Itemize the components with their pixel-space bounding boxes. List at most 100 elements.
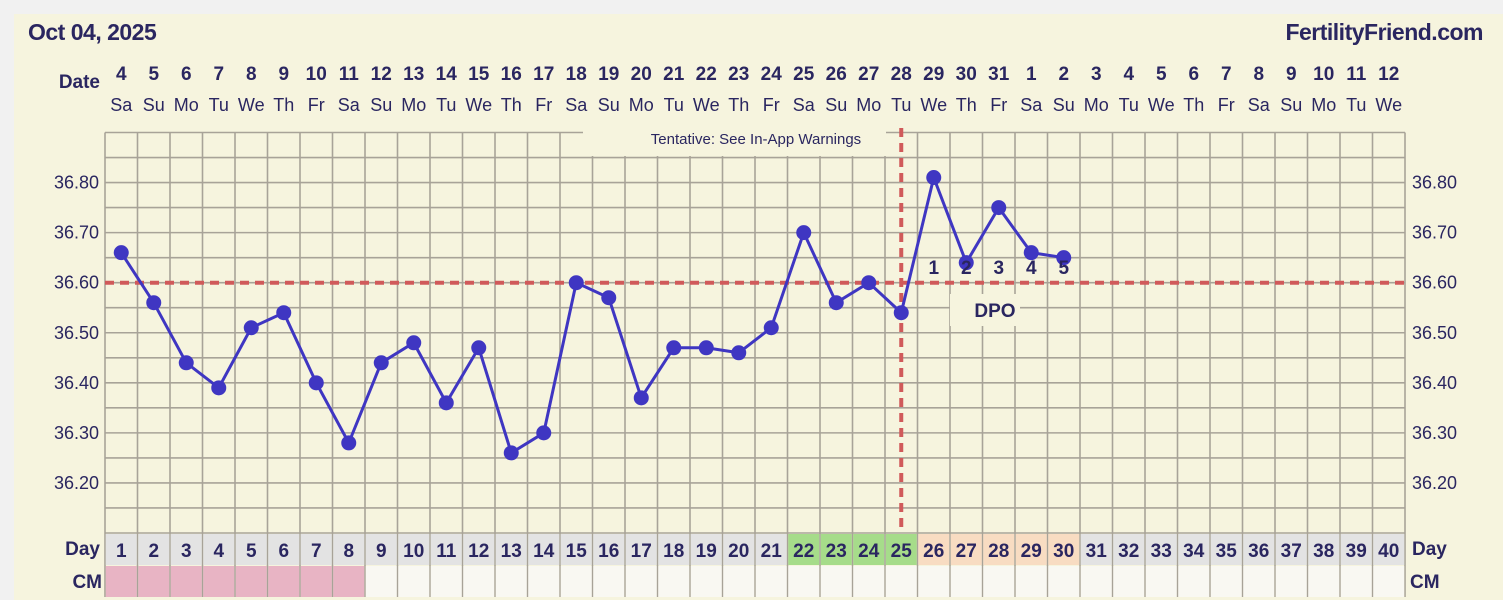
weekday-label: Su [1053, 95, 1075, 115]
cm-cell [950, 566, 982, 597]
temperature-point [666, 340, 682, 356]
cycle-day-number: 32 [1118, 541, 1139, 562]
day-cell [235, 534, 267, 565]
date-number: 13 [403, 64, 424, 85]
cycle-day-number: 15 [566, 541, 588, 562]
cycle-day-number: 4 [213, 541, 224, 562]
cycle-day-number: 35 [1216, 541, 1238, 562]
day-cell [300, 534, 332, 565]
cycle-day-number: 8 [343, 541, 354, 562]
weekday-label: Th [273, 95, 294, 115]
cm-cell [983, 566, 1015, 597]
day-cell [788, 534, 820, 565]
day-cell [625, 534, 657, 565]
cm-cell [658, 566, 690, 597]
weekday-label: We [693, 95, 720, 115]
date-number: 11 [339, 64, 360, 85]
y-tick-right: 36.40 [1412, 373, 1457, 393]
date-number: 9 [278, 64, 289, 85]
date-number: 5 [1156, 64, 1167, 85]
cycle-day-number: 10 [403, 541, 424, 562]
day-cell [1080, 534, 1112, 565]
cycle-day-number: 14 [533, 541, 555, 562]
day-cell [983, 534, 1015, 565]
dpo-number: 4 [1026, 258, 1037, 279]
y-tick-left: 36.50 [54, 323, 99, 343]
weekday-label: Mo [856, 95, 881, 115]
cm-cell [333, 566, 365, 597]
weekday-label: Tu [1346, 95, 1366, 115]
cm-cell [1080, 566, 1112, 597]
date-number: 27 [858, 64, 879, 85]
day-cell [1178, 534, 1210, 565]
temperature-point [341, 435, 357, 451]
cm-row-label-left: CM [72, 572, 102, 593]
cycle-day-number: 11 [436, 541, 457, 562]
date-number: 9 [1286, 64, 1297, 85]
day-cell [430, 534, 462, 565]
date-number: 18 [566, 64, 587, 85]
site-logo-text: FertilityFriend.com [1285, 19, 1483, 45]
weekday-label: Su [370, 95, 392, 115]
date-number: 20 [631, 64, 652, 85]
cm-cell [300, 566, 332, 597]
y-tick-right: 36.20 [1412, 473, 1457, 493]
day-cell [950, 534, 982, 565]
cm-cell [365, 566, 397, 597]
weekday-label: Mo [174, 95, 199, 115]
temperature-point [113, 245, 129, 261]
temperature-point [958, 255, 974, 271]
day-cell [333, 534, 365, 565]
cm-cell [593, 566, 625, 597]
y-tick-left: 36.60 [54, 273, 99, 293]
weekday-label: Mo [401, 95, 426, 115]
weekday-label: Tu [436, 95, 456, 115]
chart-date: Oct 04, 2025 [28, 19, 157, 45]
day-cell [918, 534, 950, 565]
day-cell [885, 534, 917, 565]
date-number: 29 [923, 64, 944, 85]
weekday-label: Sa [793, 95, 816, 115]
cycle-day-number: 7 [311, 541, 322, 562]
temperature-point [1056, 250, 1072, 266]
cycle-day-number: 29 [1021, 541, 1042, 562]
date-number: 25 [793, 64, 815, 85]
tentative-box [583, 128, 886, 156]
cm-cell [1015, 566, 1047, 597]
y-tick-left: 36.80 [54, 173, 99, 193]
cycle-day-number: 3 [181, 541, 192, 562]
cycle-day-number: 16 [598, 541, 619, 562]
day-cell [560, 534, 592, 565]
date-number: 26 [826, 64, 847, 85]
date-number: 10 [306, 64, 327, 85]
cm-cell [755, 566, 787, 597]
day-cell [1275, 534, 1307, 565]
dpo-number: 5 [1058, 258, 1069, 279]
y-tick-left: 36.20 [54, 473, 99, 493]
weekday-label: Sa [1020, 95, 1043, 115]
cm-cell [1178, 566, 1210, 597]
date-number: 2 [1058, 64, 1069, 85]
dpo-label: DPO [974, 301, 1015, 322]
cycle-day-number: 20 [728, 541, 749, 562]
cycle-day-number: 5 [246, 541, 257, 562]
cm-cell [918, 566, 950, 597]
temperature-point [471, 340, 487, 356]
date-number: 7 [1221, 64, 1232, 85]
cycle-day-number: 24 [858, 541, 880, 562]
cycle-day-number: 9 [376, 541, 387, 562]
day-cell [105, 534, 137, 565]
date-number: 12 [1378, 64, 1399, 85]
weekday-label: We [1375, 95, 1402, 115]
temperature-point [438, 395, 454, 411]
temperature-point [893, 305, 909, 321]
cm-cell [203, 566, 235, 597]
dpo-number: 2 [961, 258, 972, 279]
day-cell [723, 534, 755, 565]
cycle-day-number: 26 [923, 541, 944, 562]
date-number: 14 [436, 64, 458, 85]
weekday-label: Fr [535, 95, 552, 115]
day-cell [658, 534, 690, 565]
date-number: 6 [1188, 64, 1199, 85]
